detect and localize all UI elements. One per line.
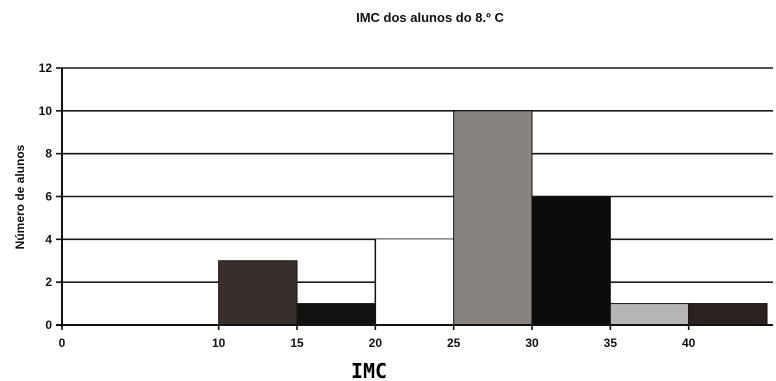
y-tick-label-4: 4 — [45, 232, 52, 246]
x-tick-labels: 0 10 15 20 25 30 35 40 — [59, 325, 696, 350]
y-tick-label-0: 0 — [45, 318, 52, 332]
bars — [218, 110, 768, 326]
chart-title: IMC dos alunos do 8.º C — [356, 10, 504, 25]
bar-40-45 — [688, 303, 768, 326]
grid-lines — [62, 67, 773, 283]
y-tick-labels: 0 2 4 6 8 10 12 — [39, 61, 62, 332]
y-tick-label-8: 8 — [45, 147, 52, 161]
bar-15-20 — [296, 303, 376, 326]
x-tick-label-15: 15 — [290, 336, 304, 350]
y-tick-label-10: 10 — [39, 104, 53, 118]
x-tick-label-40: 40 — [682, 336, 696, 350]
x-tick-label-30: 30 — [525, 336, 539, 350]
y-tick-label-12: 12 — [39, 61, 53, 75]
x-axis-label: IMC — [351, 359, 387, 381]
x-tick-label-0: 0 — [59, 336, 66, 350]
x-tick-label-10: 10 — [212, 336, 226, 350]
y-tick-label-2: 2 — [45, 275, 52, 289]
y-tick-label-6: 6 — [45, 190, 52, 204]
bar-35-40 — [609, 303, 690, 326]
bar-10-15 — [218, 260, 298, 326]
x-tick-label-20: 20 — [369, 336, 383, 350]
bar-30-35 — [531, 196, 611, 326]
x-tick-label-25: 25 — [447, 336, 461, 350]
bar-25-30 — [453, 110, 533, 326]
y-axis-label: Número de alunos — [13, 144, 27, 249]
x-tick-label-35: 35 — [604, 336, 618, 350]
bar-20-25 — [375, 239, 454, 325]
